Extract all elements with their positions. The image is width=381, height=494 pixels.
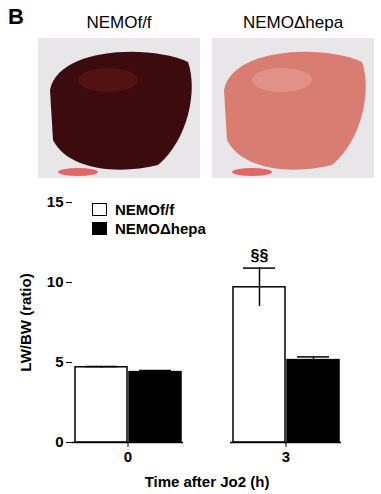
html-text:NEMOΔhepa: NEMOΔhepa <box>115 220 206 237</box>
svg-text:3: 3 <box>282 448 290 465</box>
svg-text:10: 10 <box>47 273 64 290</box>
svg-text:Time after Jo2 (h): Time after Jo2 (h) <box>145 473 270 490</box>
svg-text:§§: §§ <box>251 247 269 264</box>
svg-text:15: 15 <box>47 193 64 210</box>
svg-text:NEMOf/f: NEMOf/f <box>86 13 151 32</box>
svg-text:LW/BW (ratio): LW/BW (ratio) <box>17 273 34 371</box>
svg-text:0: 0 <box>124 448 132 465</box>
html-text:NEMOf/f: NEMOf/f <box>115 201 175 218</box>
svg-text:NEMOΔhepa: NEMOΔhepa <box>243 13 344 32</box>
svg-text:5: 5 <box>55 353 63 370</box>
svg-text:B: B <box>8 4 24 29</box>
svg-text:0: 0 <box>55 433 63 450</box>
